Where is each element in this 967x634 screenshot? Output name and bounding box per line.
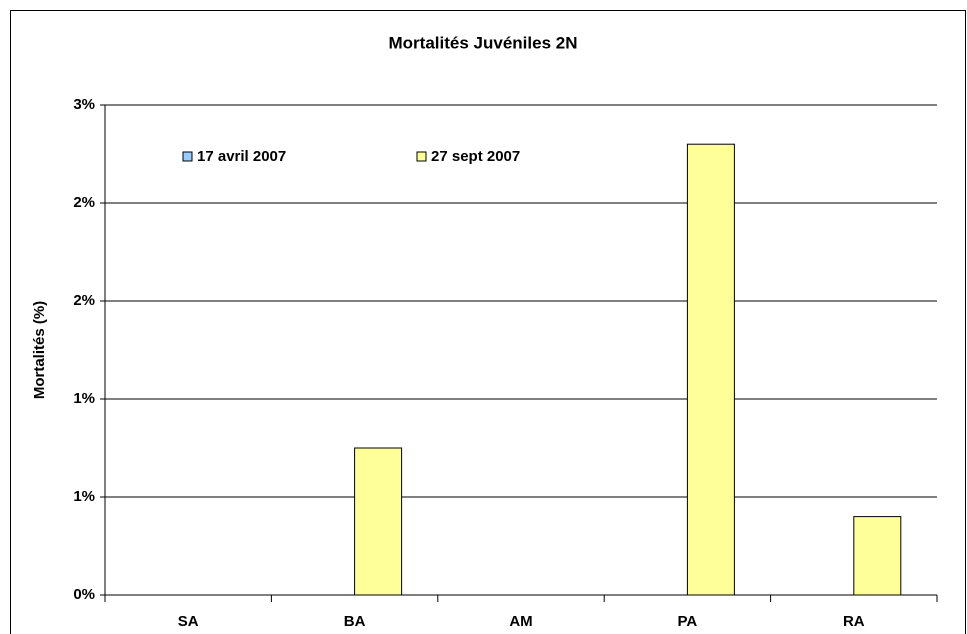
- legend-label: 27 sept 2007: [431, 148, 520, 165]
- chart-title: Mortalités Juvéniles 2N: [389, 33, 578, 52]
- bar: [686, 143, 735, 596]
- bar: [853, 516, 902, 596]
- plot-area: [105, 105, 937, 595]
- bar: [354, 447, 403, 596]
- legend-swatch: [182, 151, 193, 162]
- legend-label: 17 avril 2007: [197, 148, 286, 165]
- x-tick-label: RA: [843, 613, 865, 630]
- y-tick-label: 1%: [73, 488, 95, 505]
- y-tick-label: 2%: [73, 194, 95, 211]
- legend-swatch: [416, 151, 427, 162]
- y-tick-label: 2%: [73, 292, 95, 309]
- x-tick-label: PA: [678, 613, 698, 630]
- x-tick-label: AM: [509, 613, 532, 630]
- x-tick-label: SA: [178, 613, 199, 630]
- y-tick-label: 0%: [73, 586, 95, 603]
- y-axis-label: Mortalités (%): [31, 301, 48, 399]
- y-tick-label: 1%: [73, 390, 95, 407]
- y-tick-label: 3%: [73, 96, 95, 113]
- x-tick-label: BA: [344, 613, 366, 630]
